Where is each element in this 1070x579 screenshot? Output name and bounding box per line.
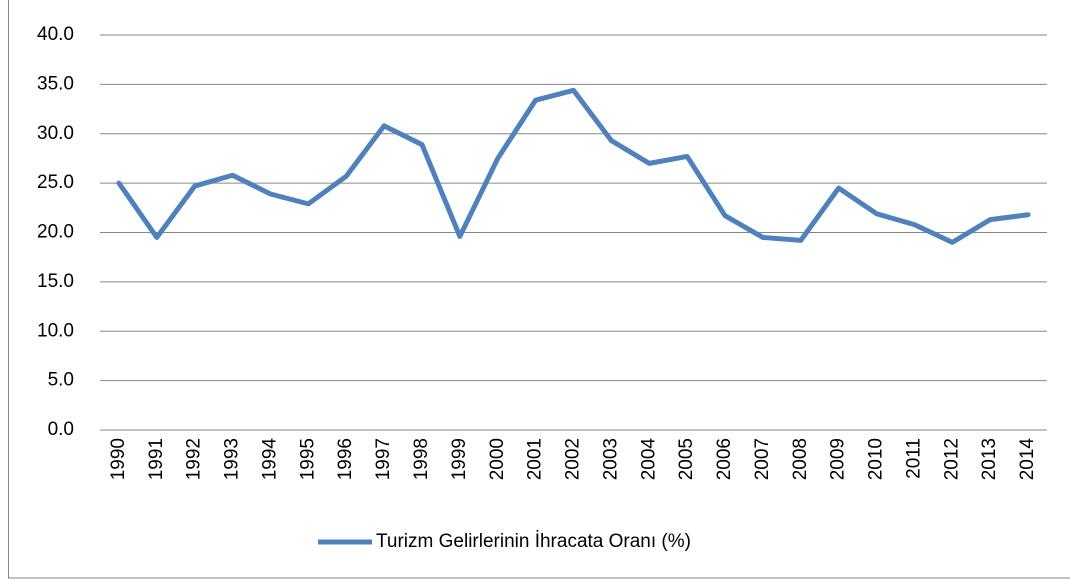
legend-label: Turizm Gelirlerinin İhracata Oranı (%) xyxy=(376,531,691,552)
x-tick-label: 2001 xyxy=(525,438,546,480)
x-tick-label: 2004 xyxy=(638,438,659,481)
x-tick-label: 1995 xyxy=(297,438,318,480)
x-tick-label: 2010 xyxy=(866,438,887,480)
x-tick-label: 2007 xyxy=(752,438,773,480)
x-tick-label: 2012 xyxy=(941,438,962,480)
y-tick-label: 0.0 xyxy=(48,419,74,440)
x-tick-label: 2006 xyxy=(714,438,735,480)
x-tick-label: 2011 xyxy=(903,438,924,479)
y-tick-label: 40.0 xyxy=(37,24,74,45)
x-tick-label: 1994 xyxy=(259,438,280,481)
x-tick-label: 2008 xyxy=(790,438,811,480)
x-tick-label: 1993 xyxy=(222,438,243,480)
y-tick-label: 5.0 xyxy=(48,370,74,391)
chart-frame xyxy=(8,0,1070,579)
x-tick-label: 1996 xyxy=(335,438,356,480)
x-tick-label: 2003 xyxy=(600,438,621,480)
x-tick-label: 1992 xyxy=(184,438,205,480)
x-tick-label: 2009 xyxy=(828,438,849,480)
y-tick-label: 20.0 xyxy=(37,222,74,243)
x-tick-label: 2013 xyxy=(979,438,1000,480)
line xyxy=(116,87,1031,245)
y-tick-label: 30.0 xyxy=(37,123,74,144)
x-tick-label: 2000 xyxy=(487,438,508,480)
x-tick-label: 2014 xyxy=(1017,438,1038,481)
x-tick-label: 1990 xyxy=(108,438,129,480)
x-tick-label: 1999 xyxy=(449,438,470,480)
x-tick-label: 1998 xyxy=(411,438,432,480)
x-tick-label: 2002 xyxy=(563,438,584,480)
x-tick-label: 2005 xyxy=(676,438,697,480)
x-tick-label: 1991 xyxy=(146,438,167,480)
y-tick-label: 25.0 xyxy=(37,172,74,193)
y-tick-label: 35.0 xyxy=(37,73,74,94)
y-tick-label: 15.0 xyxy=(37,271,74,292)
x-tick-label: 1997 xyxy=(373,438,394,480)
y-tick-label: 10.0 xyxy=(37,320,74,341)
